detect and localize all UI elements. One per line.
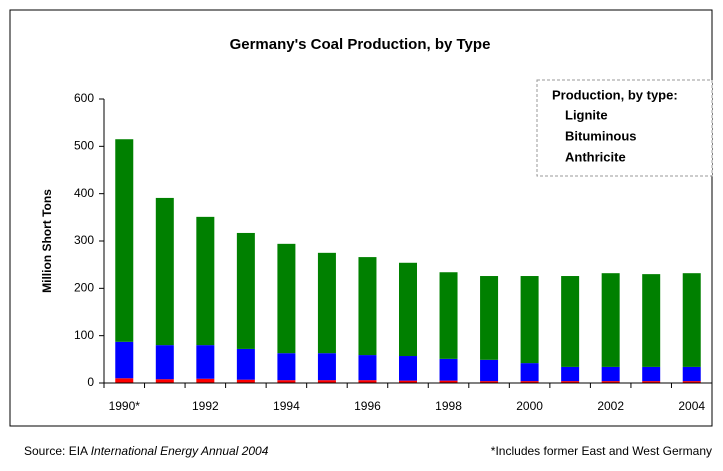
bar-segment: [236, 379, 255, 383]
bar-segment: [480, 359, 499, 382]
bar-segment: [236, 348, 255, 380]
legend-entry: Bituminous: [565, 128, 637, 143]
bar-segment: [115, 139, 134, 342]
bar-segment: [196, 345, 215, 379]
y-tick-label: 500: [74, 139, 94, 153]
y-tick-label: 0: [87, 375, 94, 389]
bar-segment: [439, 380, 458, 383]
bar-segment: [196, 378, 215, 383]
bar-segment: [601, 366, 620, 382]
bar-segment: [317, 353, 336, 381]
y-tick-label: 600: [74, 91, 94, 105]
x-tick-label: 2000: [516, 399, 543, 413]
bar-segment: [561, 381, 580, 383]
bar-segment: [155, 345, 174, 380]
y-tick-label: 400: [74, 186, 94, 200]
x-tick-label: 1990*: [109, 399, 141, 413]
bar-segment: [277, 380, 296, 383]
bar-segment: [115, 341, 134, 379]
legend-entry: Lignite: [565, 107, 608, 122]
x-tick-label: 2002: [597, 399, 624, 413]
bar-segment: [682, 366, 701, 382]
bar-segment: [358, 257, 377, 356]
bar-segment: [236, 232, 255, 349]
bar-segment: [561, 276, 580, 367]
y-tick-label: 100: [74, 328, 94, 342]
x-tick-label: 1996: [354, 399, 381, 413]
bar-segment: [642, 274, 661, 367]
bar-segment: [277, 243, 296, 354]
bar-segment: [439, 272, 458, 359]
source-italic: International Energy Annual 2004: [91, 444, 269, 458]
legend-title: Production, by type:: [552, 87, 678, 102]
x-tick-label: 1992: [192, 399, 219, 413]
bar-segment: [601, 273, 620, 367]
bar-segment: [196, 216, 215, 346]
bar-segment: [561, 366, 580, 382]
bar-segment: [155, 197, 174, 346]
bar-segment: [358, 380, 377, 383]
bar-segment: [520, 363, 539, 382]
bar-segment: [399, 262, 417, 357]
bar-segment: [642, 381, 661, 383]
bar-segment: [480, 381, 499, 383]
bar-segment: [155, 379, 174, 383]
y-tick-label: 200: [74, 281, 94, 295]
bar-segment: [277, 353, 296, 381]
legend-box: [536, 79, 713, 177]
bar-segment: [480, 276, 499, 360]
bar-segment: [682, 273, 701, 367]
bar-segment: [642, 366, 661, 382]
source-prefix: Source: EIA: [24, 444, 91, 458]
bar-segment: [317, 252, 336, 354]
x-tick-label: 1998: [435, 399, 462, 413]
bar-segment: [520, 276, 539, 364]
x-tick-label: 2004: [678, 399, 705, 413]
bar-segment: [520, 381, 539, 383]
y-axis-label: Million Short Tons: [40, 189, 54, 293]
bar-segment: [682, 381, 701, 383]
x-tick-label: 1994: [273, 399, 300, 413]
legend-entry: Anthricite: [565, 149, 626, 164]
bar-segment: [601, 381, 620, 383]
source-note: Source: EIA International Energy Annual …: [24, 444, 269, 458]
bar-segment: [399, 356, 417, 381]
chart-title: Germany's Coal Production, by Type: [230, 36, 491, 53]
bar-segment: [115, 378, 134, 383]
bar-segment: [439, 358, 458, 381]
bar-segment: [317, 380, 336, 383]
y-tick-label: 300: [74, 233, 94, 247]
bar-segment: [399, 380, 417, 383]
footnote: *Includes former East and West Germany: [491, 444, 712, 458]
bar-segment: [358, 355, 377, 381]
